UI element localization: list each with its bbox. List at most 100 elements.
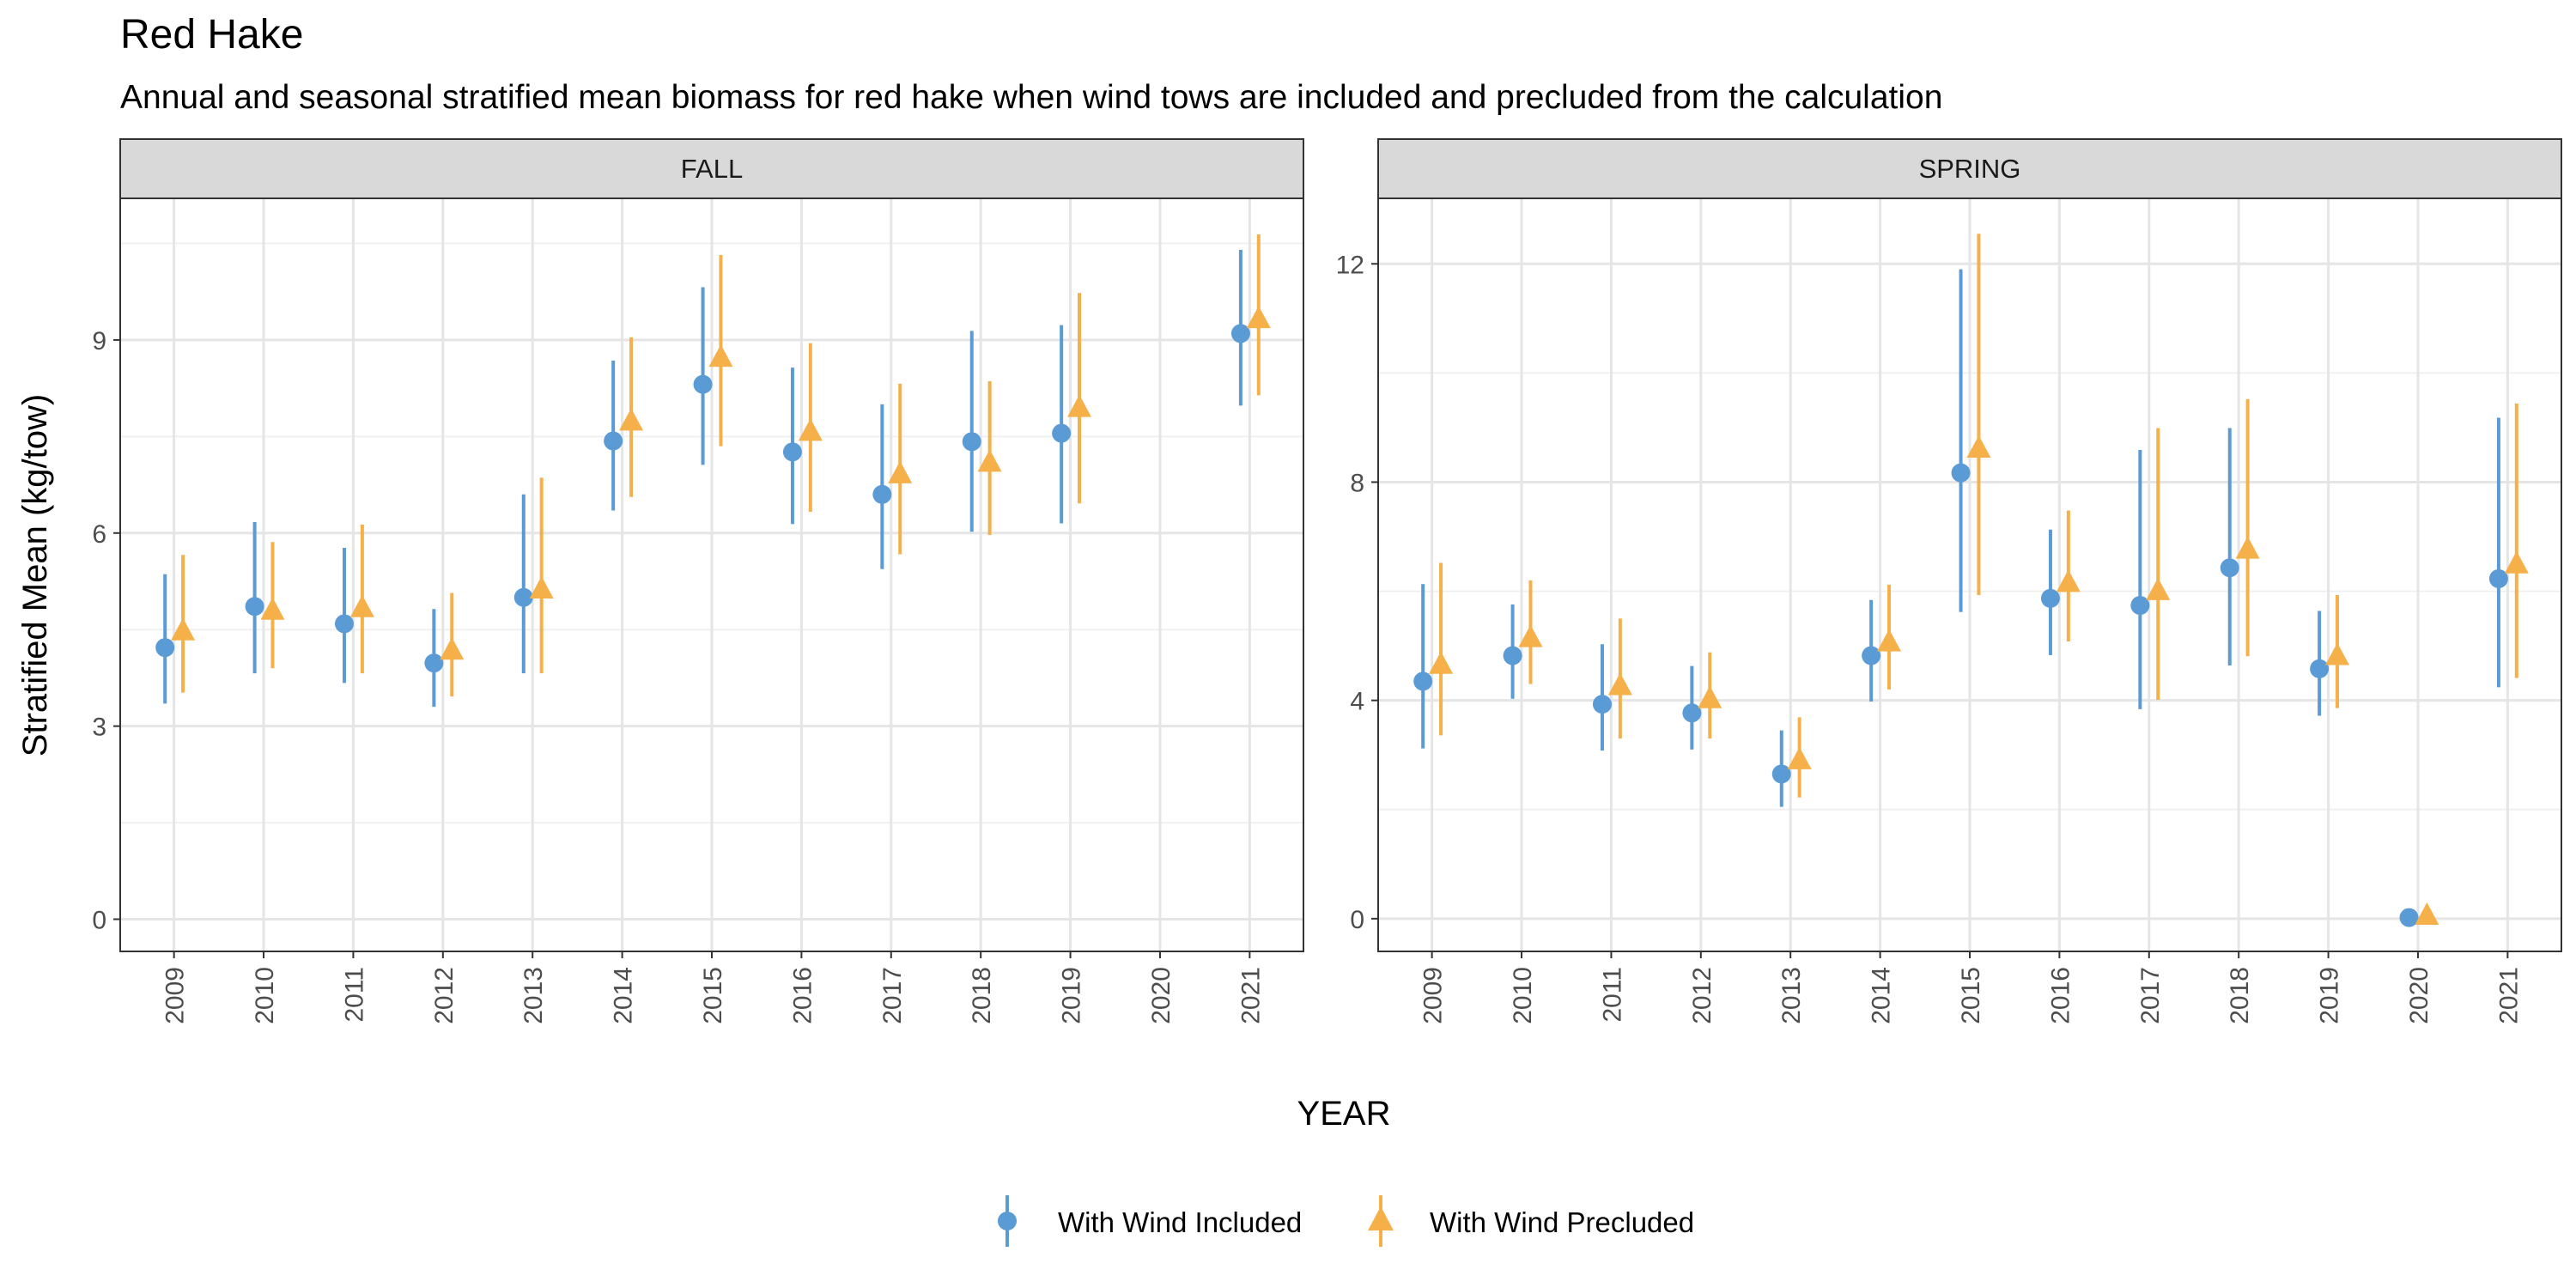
point-fall-precluded xyxy=(708,344,733,368)
tick-label-y-fall: 3 xyxy=(92,714,106,742)
tick-label-x-spring: 2021 xyxy=(2494,967,2523,1024)
tick-label-x-fall: 2015 xyxy=(699,967,727,1024)
point-spring-precluded xyxy=(1518,624,1543,647)
tick-label-x-fall: 2013 xyxy=(519,967,548,1024)
tick-label-x-spring: 2011 xyxy=(1598,967,1626,1023)
point-spring-included xyxy=(2488,568,2508,588)
facet-strip-spring xyxy=(1377,138,2562,199)
point-spring-included xyxy=(1862,646,1881,665)
tick-label-x-fall: 2009 xyxy=(161,967,190,1024)
point-fall-precluded xyxy=(260,597,285,620)
chart-title: Red Hake xyxy=(120,12,303,58)
point-fall-included xyxy=(962,432,981,452)
point-spring-precluded xyxy=(2504,550,2529,574)
point-fall-included xyxy=(1230,324,1250,343)
point-spring-included xyxy=(2130,596,2150,616)
legend-precluded-label: With Wind Precluded xyxy=(1430,1206,1694,1238)
tick-label-x-fall: 2019 xyxy=(1058,967,1086,1024)
tick-label-x-spring: 2014 xyxy=(1868,967,1896,1024)
tick-label-x-fall: 2016 xyxy=(788,967,817,1024)
legend-included-label: With Wind Included xyxy=(1058,1206,1302,1238)
tick-label-x-spring: 2019 xyxy=(2316,967,2344,1024)
point-spring-included xyxy=(1682,703,1702,723)
tick-label-y-spring: 12 xyxy=(1336,251,1364,279)
point-spring-precluded xyxy=(2235,536,2260,559)
point-spring-precluded xyxy=(2325,642,2350,665)
panel-border-spring xyxy=(1377,197,2562,952)
tick-label-y-fall: 9 xyxy=(92,327,106,355)
tick-label-x-spring: 2020 xyxy=(2405,967,2433,1024)
legend: With Wind Included With Wind Precluded xyxy=(998,1195,1694,1247)
tick-label-y-spring: 0 xyxy=(1350,906,1364,934)
tick-label-x-fall: 2012 xyxy=(430,967,459,1024)
point-fall-precluded xyxy=(1067,394,1092,417)
point-fall-precluded xyxy=(349,594,374,617)
point-fall-included xyxy=(334,614,354,634)
panel-fall: FALL 0 3 6 9 2009 2010 2011 2012 2013 2014 2015 2016… xyxy=(92,138,1304,1024)
point-spring-precluded xyxy=(1966,435,1991,459)
point-spring-included xyxy=(2310,659,2330,678)
point-fall-included xyxy=(424,653,444,673)
point-spring-precluded xyxy=(2415,902,2439,926)
point-fall-included xyxy=(872,484,892,504)
tick-label-x-spring: 2012 xyxy=(1688,967,1716,1024)
point-fall-included xyxy=(245,597,264,617)
point-spring-precluded xyxy=(1698,685,1722,708)
point-fall-precluded xyxy=(1246,306,1271,329)
point-fall-included xyxy=(693,374,713,394)
tick-label-x-fall: 2017 xyxy=(878,967,907,1024)
point-spring-included xyxy=(1771,764,1791,784)
point-fall-precluded xyxy=(171,617,196,641)
tick-label-x-spring: 2017 xyxy=(2136,967,2165,1024)
tick-label-x-spring: 2009 xyxy=(1419,967,1448,1024)
point-fall-precluded xyxy=(798,418,823,441)
point-spring-included xyxy=(1413,671,1433,691)
point-spring-precluded xyxy=(1787,746,1812,769)
chart-subtitle: Annual and seasonal stratified mean biom… xyxy=(120,79,1942,116)
tick-label-y-fall: 0 xyxy=(92,907,106,935)
x-axis-label: YEAR xyxy=(1297,1095,1391,1133)
point-spring-included xyxy=(1592,695,1612,714)
point-spring-included xyxy=(1503,646,1522,665)
tick-label-y-spring: 4 xyxy=(1350,688,1364,716)
point-fall-included xyxy=(782,442,802,462)
tick-label-x-spring: 2016 xyxy=(2046,967,2075,1024)
point-fall-precluded xyxy=(619,408,644,431)
tick-label-x-spring: 2013 xyxy=(1777,967,1806,1024)
point-spring-included xyxy=(2399,908,2419,927)
legend-included-marker xyxy=(998,1212,1017,1230)
tick-label-y-fall: 6 xyxy=(92,520,106,549)
point-spring-included xyxy=(1951,463,1971,483)
tick-label-y-spring: 8 xyxy=(1350,469,1364,497)
tick-label-x-fall: 2014 xyxy=(610,967,638,1024)
tick-label-x-fall: 2020 xyxy=(1147,967,1176,1024)
tick-label-x-spring: 2015 xyxy=(1957,967,1985,1024)
point-spring-precluded xyxy=(1877,629,1902,652)
point-spring-included xyxy=(2040,588,2060,608)
tick-label-x-spring: 2010 xyxy=(1509,967,1537,1024)
tick-label-x-fall: 2018 xyxy=(968,967,996,1024)
facet-label-spring: SPRING xyxy=(1919,154,2021,184)
tick-label-x-spring: 2018 xyxy=(2226,967,2254,1024)
point-fall-included xyxy=(1052,423,1072,443)
legend-precluded-marker xyxy=(1368,1206,1394,1230)
point-fall-precluded xyxy=(977,449,1002,472)
point-fall-precluded xyxy=(529,575,554,598)
point-fall-precluded xyxy=(888,460,913,483)
point-spring-precluded xyxy=(1607,672,1632,696)
facet-label-fall: FALL xyxy=(681,154,743,184)
point-spring-precluded xyxy=(1429,651,1454,674)
point-spring-included xyxy=(2220,558,2239,578)
panel-spring: SPRING 0 4 8 12 2009 2010 2011 2012 2013 2014 2015 2… xyxy=(1336,138,2562,1024)
point-spring-precluded xyxy=(2056,569,2081,592)
tick-label-x-fall: 2011 xyxy=(340,967,368,1023)
point-fall-included xyxy=(155,638,175,658)
y-axis-label: Stratified Mean (kg/tow) xyxy=(16,394,54,756)
tick-label-x-fall: 2021 xyxy=(1236,967,1265,1024)
point-spring-precluded xyxy=(2146,577,2171,600)
panel-border-fall xyxy=(119,197,1304,952)
point-fall-included xyxy=(513,587,533,607)
tick-label-x-fall: 2010 xyxy=(251,967,279,1024)
facet-strip-fall xyxy=(119,138,1304,199)
